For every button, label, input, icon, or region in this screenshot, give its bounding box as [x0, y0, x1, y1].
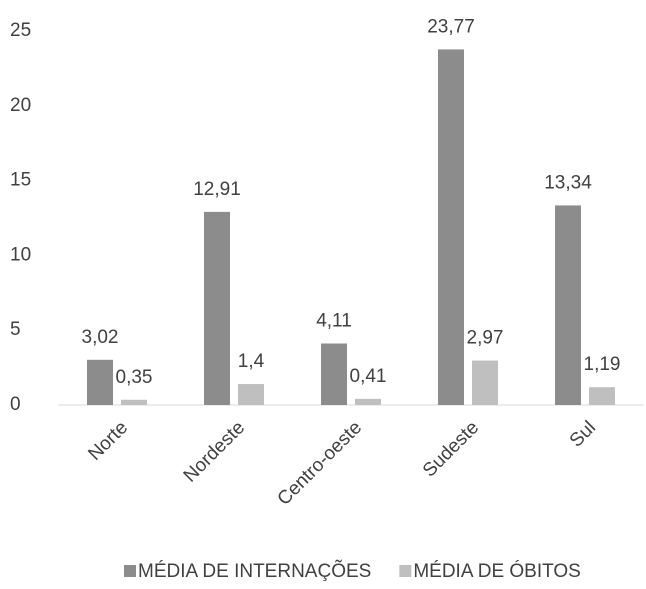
value-label: 1,19 [584, 354, 621, 375]
bar [87, 359, 113, 405]
legend-swatch [399, 565, 412, 577]
value-label: 13,34 [544, 172, 592, 193]
legend-swatch [124, 565, 136, 577]
value-label: 3,02 [82, 327, 119, 348]
value-label: 1,4 [238, 351, 265, 372]
value-label: 4,11 [316, 311, 352, 332]
legend-label: MÉDIA DE ÓBITOS [413, 560, 581, 582]
value-label: 12,91 [193, 179, 241, 200]
bar [472, 360, 498, 405]
y-tick-label: 0 [10, 394, 21, 415]
legend-label: MÉDIA DE INTERNAÇÕES [138, 560, 371, 582]
y-tick-label: 10 [10, 244, 31, 265]
value-label: 0,35 [116, 367, 153, 388]
value-label: 2,97 [467, 328, 504, 349]
bar [321, 343, 347, 405]
x-tick-label: Norte [84, 417, 132, 465]
value-label: 23,77 [427, 16, 475, 37]
x-tick-label: Sul [566, 417, 600, 451]
x-tick-label: Nordeste [180, 417, 249, 486]
bar [589, 387, 615, 405]
bar [204, 211, 230, 405]
bar [121, 399, 147, 405]
bar [238, 384, 264, 405]
bar [438, 49, 464, 406]
y-tick-label: 20 [10, 95, 31, 116]
bar [355, 398, 381, 405]
bar [555, 205, 581, 405]
y-tick-label: 5 [10, 319, 21, 340]
y-tick-label: 25 [10, 20, 31, 41]
x-tick-label: Sudeste [419, 417, 483, 481]
y-tick-label: 15 [10, 170, 31, 191]
value-label: 0,41 [350, 366, 387, 387]
x-tick-label: Centro-oeste [274, 417, 367, 510]
